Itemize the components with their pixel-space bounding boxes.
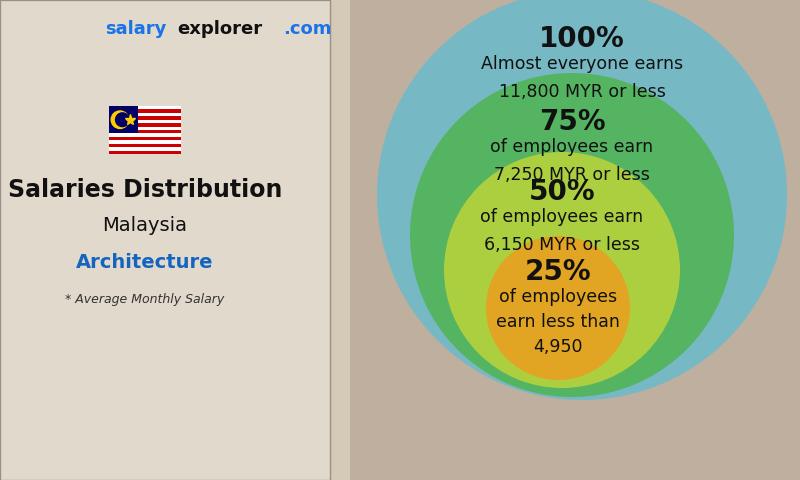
Circle shape	[486, 236, 630, 380]
Bar	[0, 0, 350, 480]
Bar	[109, 123, 181, 127]
Text: 7,250 MYR or less: 7,250 MYR or less	[494, 166, 650, 184]
Bar	[109, 116, 181, 120]
Bar	[109, 140, 181, 144]
Circle shape	[377, 0, 787, 400]
FancyBboxPatch shape	[0, 0, 330, 480]
Bar	[109, 106, 181, 154]
Bar	[109, 120, 181, 123]
Circle shape	[410, 73, 734, 397]
Bar	[109, 106, 138, 133]
Bar	[109, 106, 181, 109]
Text: of employees: of employees	[499, 288, 617, 306]
Text: 50%: 50%	[529, 178, 595, 206]
Text: Architecture: Architecture	[76, 252, 214, 272]
Circle shape	[444, 152, 680, 388]
Circle shape	[115, 113, 130, 127]
Bar	[109, 130, 181, 133]
Text: Malaysia: Malaysia	[102, 216, 187, 235]
Circle shape	[111, 111, 129, 129]
Bar	[109, 133, 181, 137]
Bar	[109, 151, 181, 154]
Text: of employees earn: of employees earn	[490, 138, 654, 156]
Text: salary: salary	[105, 20, 166, 38]
Text: .com: .com	[283, 20, 331, 38]
Bar	[109, 147, 181, 151]
Bar	[109, 137, 181, 140]
Text: of employees earn: of employees earn	[481, 208, 643, 226]
Text: 100%: 100%	[539, 25, 625, 53]
Bar	[109, 127, 181, 130]
Text: 75%: 75%	[538, 108, 606, 136]
Text: * Average Monthly Salary: * Average Monthly Salary	[66, 293, 225, 307]
Text: earn less than: earn less than	[496, 313, 620, 331]
Text: Almost everyone earns: Almost everyone earns	[481, 55, 683, 73]
Bar	[109, 109, 181, 113]
Bar	[109, 113, 181, 116]
Bar	[350, 0, 800, 480]
Text: Salaries Distribution: Salaries Distribution	[8, 178, 282, 202]
Text: 4,950: 4,950	[534, 338, 582, 356]
Text: 6,150 MYR or less: 6,150 MYR or less	[484, 236, 640, 254]
Text: explorer: explorer	[177, 20, 262, 38]
Text: 25%: 25%	[525, 258, 591, 286]
Bar	[109, 144, 181, 147]
Text: 11,800 MYR or less: 11,800 MYR or less	[498, 83, 666, 101]
